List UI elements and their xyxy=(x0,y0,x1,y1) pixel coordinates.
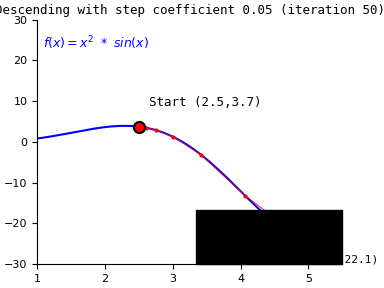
Point xyxy=(311,238,317,242)
Point xyxy=(311,238,317,242)
Point xyxy=(311,238,317,242)
Point xyxy=(143,126,149,130)
Point xyxy=(311,238,318,242)
Point xyxy=(311,238,317,242)
Point xyxy=(311,238,317,242)
Point xyxy=(311,238,317,242)
Bar xyxy=(196,210,342,264)
Point xyxy=(311,238,317,242)
Point xyxy=(311,238,317,242)
Point xyxy=(311,238,317,242)
Point xyxy=(153,128,159,132)
Point xyxy=(313,238,319,242)
Text: End (5.4,-22.1): End (5.4,-22.1) xyxy=(277,254,378,264)
Point xyxy=(311,238,317,242)
Point xyxy=(311,238,318,242)
Point xyxy=(311,238,317,242)
Point xyxy=(311,238,317,242)
Point xyxy=(311,238,317,242)
Point xyxy=(311,238,317,242)
Point xyxy=(311,238,317,242)
Point xyxy=(170,134,176,139)
Point xyxy=(311,238,317,242)
Point xyxy=(311,238,317,242)
Point xyxy=(311,238,317,242)
Point xyxy=(311,238,317,242)
Point xyxy=(311,238,317,242)
Point xyxy=(316,237,322,242)
Point xyxy=(311,238,317,242)
Point xyxy=(311,238,317,242)
Point xyxy=(311,238,317,242)
Point xyxy=(311,238,317,242)
Point xyxy=(311,238,317,242)
Point xyxy=(309,238,315,242)
Point xyxy=(311,238,317,242)
Point xyxy=(311,238,317,242)
Point xyxy=(311,238,317,242)
Point xyxy=(298,235,304,240)
Point xyxy=(311,238,317,242)
Text: Start (2.5,3.7): Start (2.5,3.7) xyxy=(149,96,262,109)
Point xyxy=(198,152,204,157)
Point xyxy=(311,238,317,242)
Point xyxy=(311,238,317,242)
Point xyxy=(242,193,248,198)
Point xyxy=(311,238,317,242)
Text: $f(x) = x^2\ *\ sin(x)$: $f(x) = x^2\ *\ sin(x)$ xyxy=(43,34,149,52)
Point xyxy=(311,238,317,242)
Point xyxy=(311,238,317,242)
Title: Descending with step coefficient 0.05 (iteration 50): Descending with step coefficient 0.05 (i… xyxy=(0,4,384,17)
Point xyxy=(311,238,317,242)
Point xyxy=(311,238,317,242)
Point xyxy=(311,238,317,242)
Point xyxy=(311,238,317,242)
